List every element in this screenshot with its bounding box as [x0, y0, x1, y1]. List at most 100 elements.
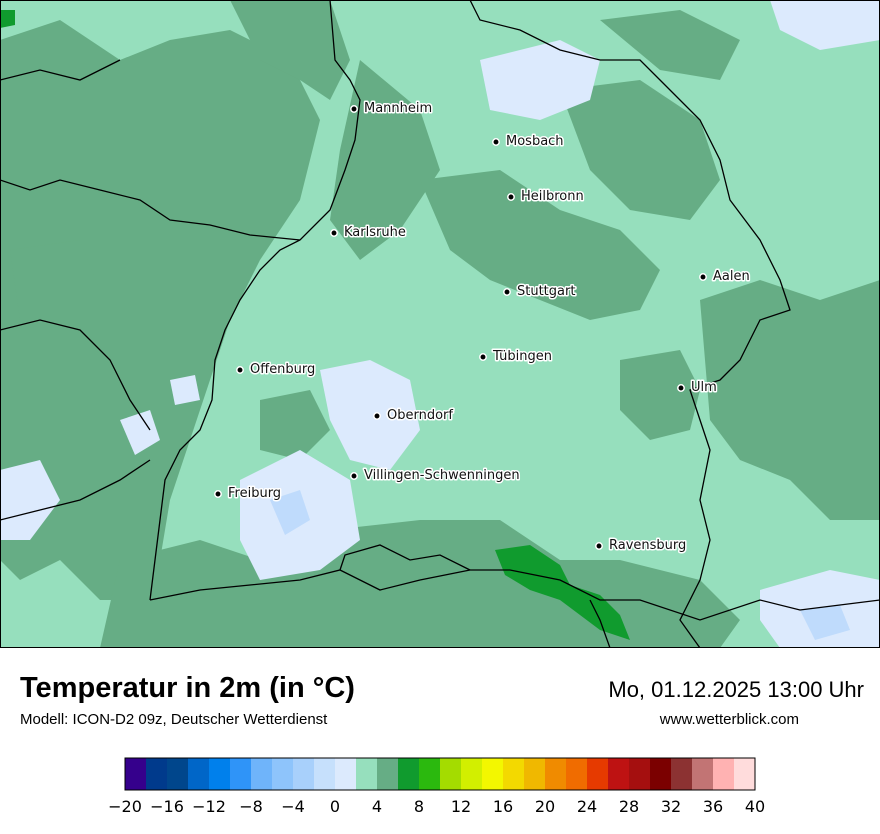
city-label: Ravensburg: [609, 538, 686, 553]
city-dot-icon: [479, 353, 487, 361]
city-dot-icon: [507, 193, 515, 201]
city-label: Oberndorf: [387, 408, 453, 423]
legend-color-swatch: [398, 758, 420, 790]
temp-zone-4-6: [0, 0, 880, 648]
legend-color-swatch: [167, 758, 189, 790]
legend-color-swatch: [314, 758, 336, 790]
city-label: Heilbronn: [521, 189, 584, 204]
legend-color-swatch: [692, 758, 714, 790]
legend-tick-label: 28: [619, 797, 639, 816]
city-dot-icon: [595, 542, 603, 550]
temp-zone-neg2-0: [270, 490, 850, 640]
city-ulm: Ulm: [677, 379, 718, 397]
city-tuebingen: Tübingen: [479, 348, 554, 366]
legend-color-swatch: [335, 758, 357, 790]
legend-tick-label: 24: [577, 797, 597, 816]
map-footer: Temperatur in 2m (in °C) Modell: ICON-D2…: [0, 648, 880, 830]
legend-color-swatch: [146, 758, 168, 790]
city-label: Tübingen: [492, 349, 552, 364]
temperature-map: Mannheim Mosbach Heilbronn Karlsruhe Aal…: [0, 0, 880, 648]
legend-color-swatch: [377, 758, 399, 790]
legend-color-swatch: [650, 758, 672, 790]
legend-tick-label: 32: [661, 797, 681, 816]
map-title: Temperatur in 2m (in °C): [20, 672, 355, 704]
legend-tick-label: −12: [192, 797, 226, 816]
legend-color-swatch: [293, 758, 315, 790]
city-mannheim: Mannheim: [350, 100, 434, 118]
legend-color-swatch: [482, 758, 504, 790]
legend-frame: [124, 757, 756, 791]
temp-zone-6-8: [0, 10, 630, 640]
city-dot-icon: [214, 490, 222, 498]
city-label: Mannheim: [364, 101, 432, 116]
city-oberndorf: Oberndorf: [373, 407, 455, 425]
city-karlsruhe: Karlsruhe: [330, 224, 407, 242]
legend-color-swatch: [629, 758, 651, 790]
city-aalen: Aalen: [699, 268, 751, 286]
legend-tick-label: 12: [451, 797, 471, 816]
city-ravensburg: Ravensburg: [595, 537, 688, 555]
legend-color-bars: [124, 757, 756, 791]
city-offenburg: Offenburg: [236, 361, 317, 379]
city-stuttgart: Stuttgart: [503, 283, 577, 301]
state-borders: [0, 0, 880, 648]
city-dot-icon: [350, 472, 358, 480]
city-label: Mosbach: [506, 134, 564, 149]
city-label: Villingen-Schwenningen: [364, 468, 520, 483]
legend-color-swatch: [356, 758, 378, 790]
city-label: Karlsruhe: [344, 225, 406, 240]
city-label: Offenburg: [250, 362, 315, 377]
legend-color-swatch: [272, 758, 294, 790]
legend-tick-label: −8: [239, 797, 263, 816]
city-mosbach: Mosbach: [492, 133, 565, 151]
legend-color-swatch: [608, 758, 630, 790]
legend-color-swatch: [419, 758, 441, 790]
legend-color-swatch: [503, 758, 525, 790]
city-freiburg: Freiburg: [214, 485, 283, 503]
website-link[interactable]: www.wetterblick.com: [659, 711, 799, 728]
legend-color-swatch: [125, 758, 147, 790]
legend-tick-labels: −20 −16 −12 −8 −4 0 4 8 12 16 20 24 28 32 36 40: [108, 797, 765, 816]
legend-tick-label: 0: [330, 797, 340, 816]
city-label: Ulm: [691, 380, 717, 395]
forecast-datetime: Mo, 01.12.2025 13:00 Uhr: [608, 677, 864, 702]
model-source: Modell: ICON-D2 09z, Deutscher Wetterdie…: [20, 711, 328, 728]
legend-color-swatch: [545, 758, 567, 790]
legend-tick-label: 36: [703, 797, 723, 816]
legend-color-swatch: [230, 758, 252, 790]
city-label: Aalen: [713, 269, 750, 284]
temp-zone-0-2: [0, 0, 880, 648]
legend-color-swatch: [188, 758, 210, 790]
city-dot-icon: [236, 366, 244, 374]
city-villingen-schwenningen: Villingen-Schwenningen: [350, 467, 521, 485]
city-dot-icon: [699, 273, 707, 281]
legend-tick-label: 8: [414, 797, 424, 816]
legend-color-swatch: [671, 758, 693, 790]
legend-color-swatch: [209, 758, 231, 790]
city-dot-icon: [492, 138, 500, 146]
legend-tick-label: −4: [281, 797, 305, 816]
color-legend: −20 −16 −12 −8 −4 0 4 8 12 16 20 24 28 32 36 40: [0, 756, 880, 830]
legend-color-swatch: [440, 758, 462, 790]
legend-color-swatch: [734, 758, 756, 790]
legend-tick-label: 16: [493, 797, 513, 816]
city-dot-icon: [503, 288, 511, 296]
city-label: Freiburg: [228, 486, 281, 501]
legend-tick-label: 20: [535, 797, 555, 816]
legend-color-swatch: [461, 758, 483, 790]
legend-color-swatch: [713, 758, 735, 790]
legend-color-swatch: [566, 758, 588, 790]
city-dot-icon: [677, 384, 685, 392]
city-dot-icon: [373, 412, 381, 420]
city-label: Stuttgart: [517, 284, 575, 299]
legend-color-swatch: [524, 758, 546, 790]
legend-tick-label: −16: [150, 797, 184, 816]
city-heilbronn: Heilbronn: [507, 188, 585, 206]
city-dot-icon: [350, 105, 358, 113]
city-markers: Mannheim Mosbach Heilbronn Karlsruhe Aal…: [214, 100, 751, 555]
legend-tick-label: 40: [745, 797, 765, 816]
legend-color-swatch: [251, 758, 273, 790]
legend-color-swatch: [587, 758, 609, 790]
city-dot-icon: [330, 229, 338, 237]
legend-tick-label: −20: [108, 797, 142, 816]
